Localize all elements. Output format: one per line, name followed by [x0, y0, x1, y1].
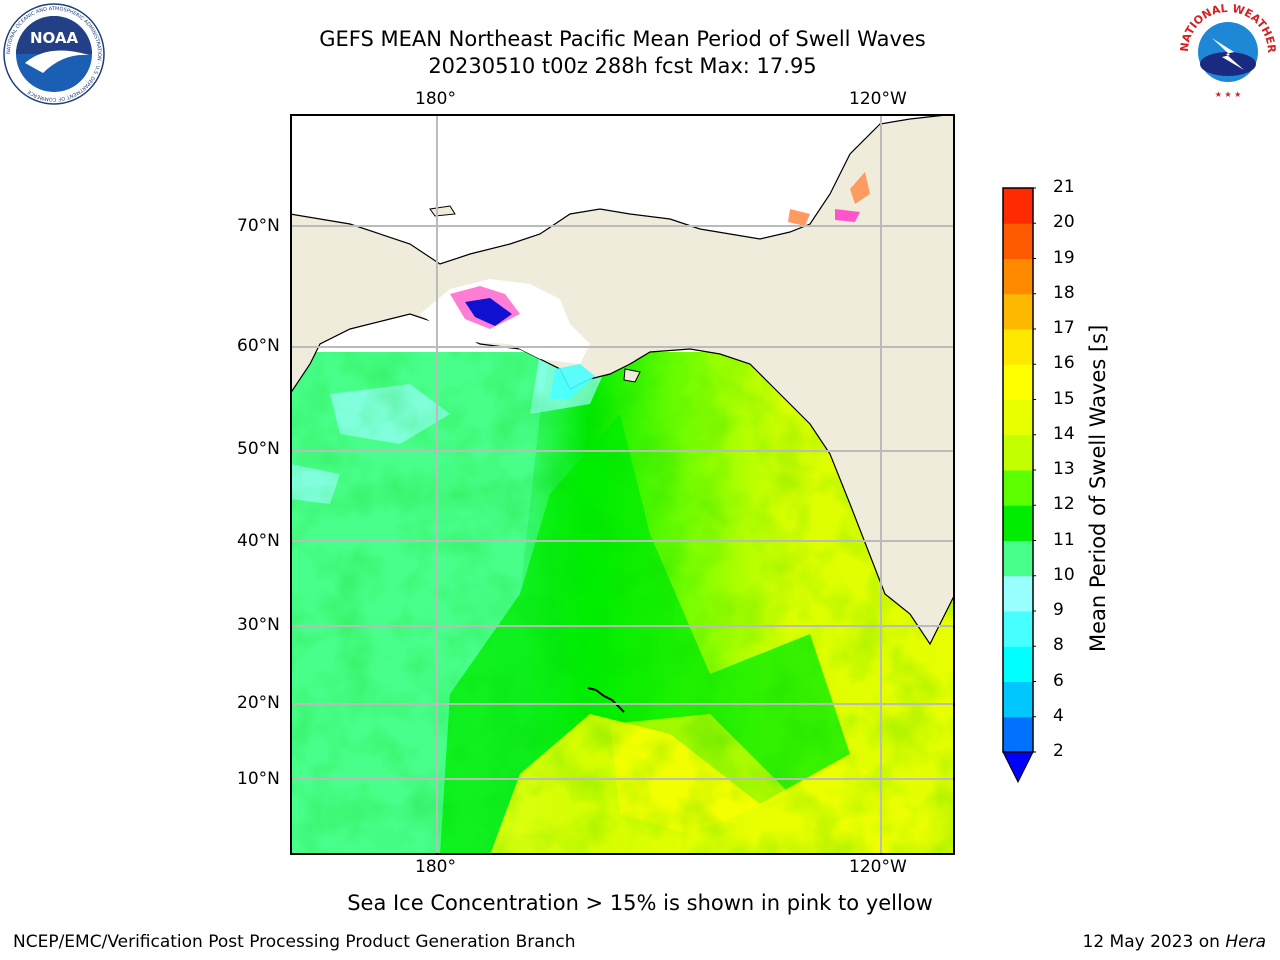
colorbar	[1002, 187, 1036, 784]
lat-label-60n: 60°N	[237, 336, 280, 356]
colorbar-segment	[1003, 293, 1033, 330]
lat-label-40n: 40°N	[237, 531, 280, 551]
sea-ice-blue	[465, 298, 512, 326]
footer-date-text: 12 May 2023 on	[1082, 932, 1226, 952]
lat-label-50n: 50°N	[237, 439, 280, 459]
footer-credit: NCEP/EMC/Verification Post Processing Pr…	[13, 932, 576, 952]
noaa-logo-text: NOAA	[30, 29, 79, 47]
map-panel	[290, 114, 955, 855]
map-border	[290, 114, 955, 855]
colorbar-tick-label: 10	[1053, 564, 1075, 585]
sea-ice-orange	[850, 172, 870, 204]
cook-inlet-cyan	[550, 364, 595, 399]
lon-label-top-180: 180°	[415, 89, 456, 109]
colorbar-segment	[1003, 716, 1033, 753]
nws-logo: NATIONAL WEATHER SERVICE ★ ★ ★	[1178, 2, 1278, 100]
colorbar-tick-label: 6	[1053, 670, 1064, 691]
lon-label-bottom-120w: 120°W	[849, 857, 907, 877]
colorbar-segment	[1003, 434, 1033, 471]
colorbar-tick-label: 19	[1053, 247, 1075, 268]
colorbar-tick-label: 13	[1053, 459, 1075, 479]
hawaii-islands	[587, 687, 625, 713]
colorbar-segment	[1003, 364, 1033, 400]
island	[623, 368, 641, 383]
colorbar-segment	[1003, 540, 1033, 577]
colorbar-tick-label: 14	[1053, 423, 1075, 444]
land-mass	[290, 114, 955, 646]
lon-label-top-120w: 120°W	[849, 89, 907, 109]
colorbar-segment	[1003, 575, 1033, 612]
colorbar-tick-label: 20	[1053, 212, 1075, 233]
map-gridlines	[290, 114, 955, 855]
chart-subtitle: 20230510 t00z 288h fcst Max: 17.95	[428, 54, 817, 78]
colorbar-segment	[1003, 399, 1033, 436]
colorbar-tick-label: 8	[1053, 635, 1064, 656]
lat-label-30n: 30°N	[237, 615, 280, 635]
colorbar-segment	[1003, 258, 1033, 295]
chart-title: GEFS MEAN Northeast Pacific Mean Period …	[319, 27, 926, 51]
colorbar-segment	[1003, 470, 1033, 506]
colorbar-tick-label: 16	[1053, 353, 1075, 374]
colorbar-tick-label: 11	[1053, 529, 1075, 550]
sea-ice-pink	[835, 209, 860, 222]
noaa-logo: NATIONAL OCEANIC AND ATMOSPHERIC ADMINIS…	[3, 3, 105, 105]
nws-stars-icon: ★ ★ ★	[1215, 90, 1242, 99]
island	[429, 205, 456, 217]
colorbar-tick-label: 12	[1053, 494, 1075, 515]
sea-ice-orange	[788, 209, 810, 226]
sea-ice-note: Sea Ice Concentration > 15% is shown in …	[347, 891, 933, 915]
lat-label-10n: 10°N	[237, 769, 280, 789]
footer-machine: Hera	[1225, 932, 1266, 952]
lat-label-70n: 70°N	[237, 216, 280, 236]
colorbar-tick-label: 21	[1053, 177, 1075, 197]
colorbar-segment	[1003, 188, 1033, 224]
colorbar-tick-label: 9	[1053, 600, 1064, 620]
colorbar-extend-arrow	[1002, 751, 1034, 784]
lat-label-20n: 20°N	[237, 693, 280, 713]
colorbar-tick-label: 18	[1053, 282, 1075, 303]
colorbar-tick-label: 2	[1053, 741, 1064, 761]
colorbar-label: Mean Period of Swell Waves [s]	[1086, 324, 1110, 652]
colorbar-segment	[1003, 223, 1033, 259]
colorbar-tick-label: 17	[1053, 318, 1075, 338]
colorbar-segment	[1003, 646, 1033, 682]
colorbar-segment	[1003, 611, 1033, 647]
footer-date: 12 May 2023 on Hera	[1083, 932, 1267, 952]
colorbar-segment	[1003, 505, 1033, 541]
colorbar-tick-label: 15	[1053, 388, 1075, 409]
colorbar-segment	[1003, 329, 1033, 365]
colorbar-tick-label: 4	[1053, 705, 1064, 726]
lon-label-bottom-180: 180°	[415, 857, 456, 877]
colorbar-segment	[1003, 681, 1033, 718]
